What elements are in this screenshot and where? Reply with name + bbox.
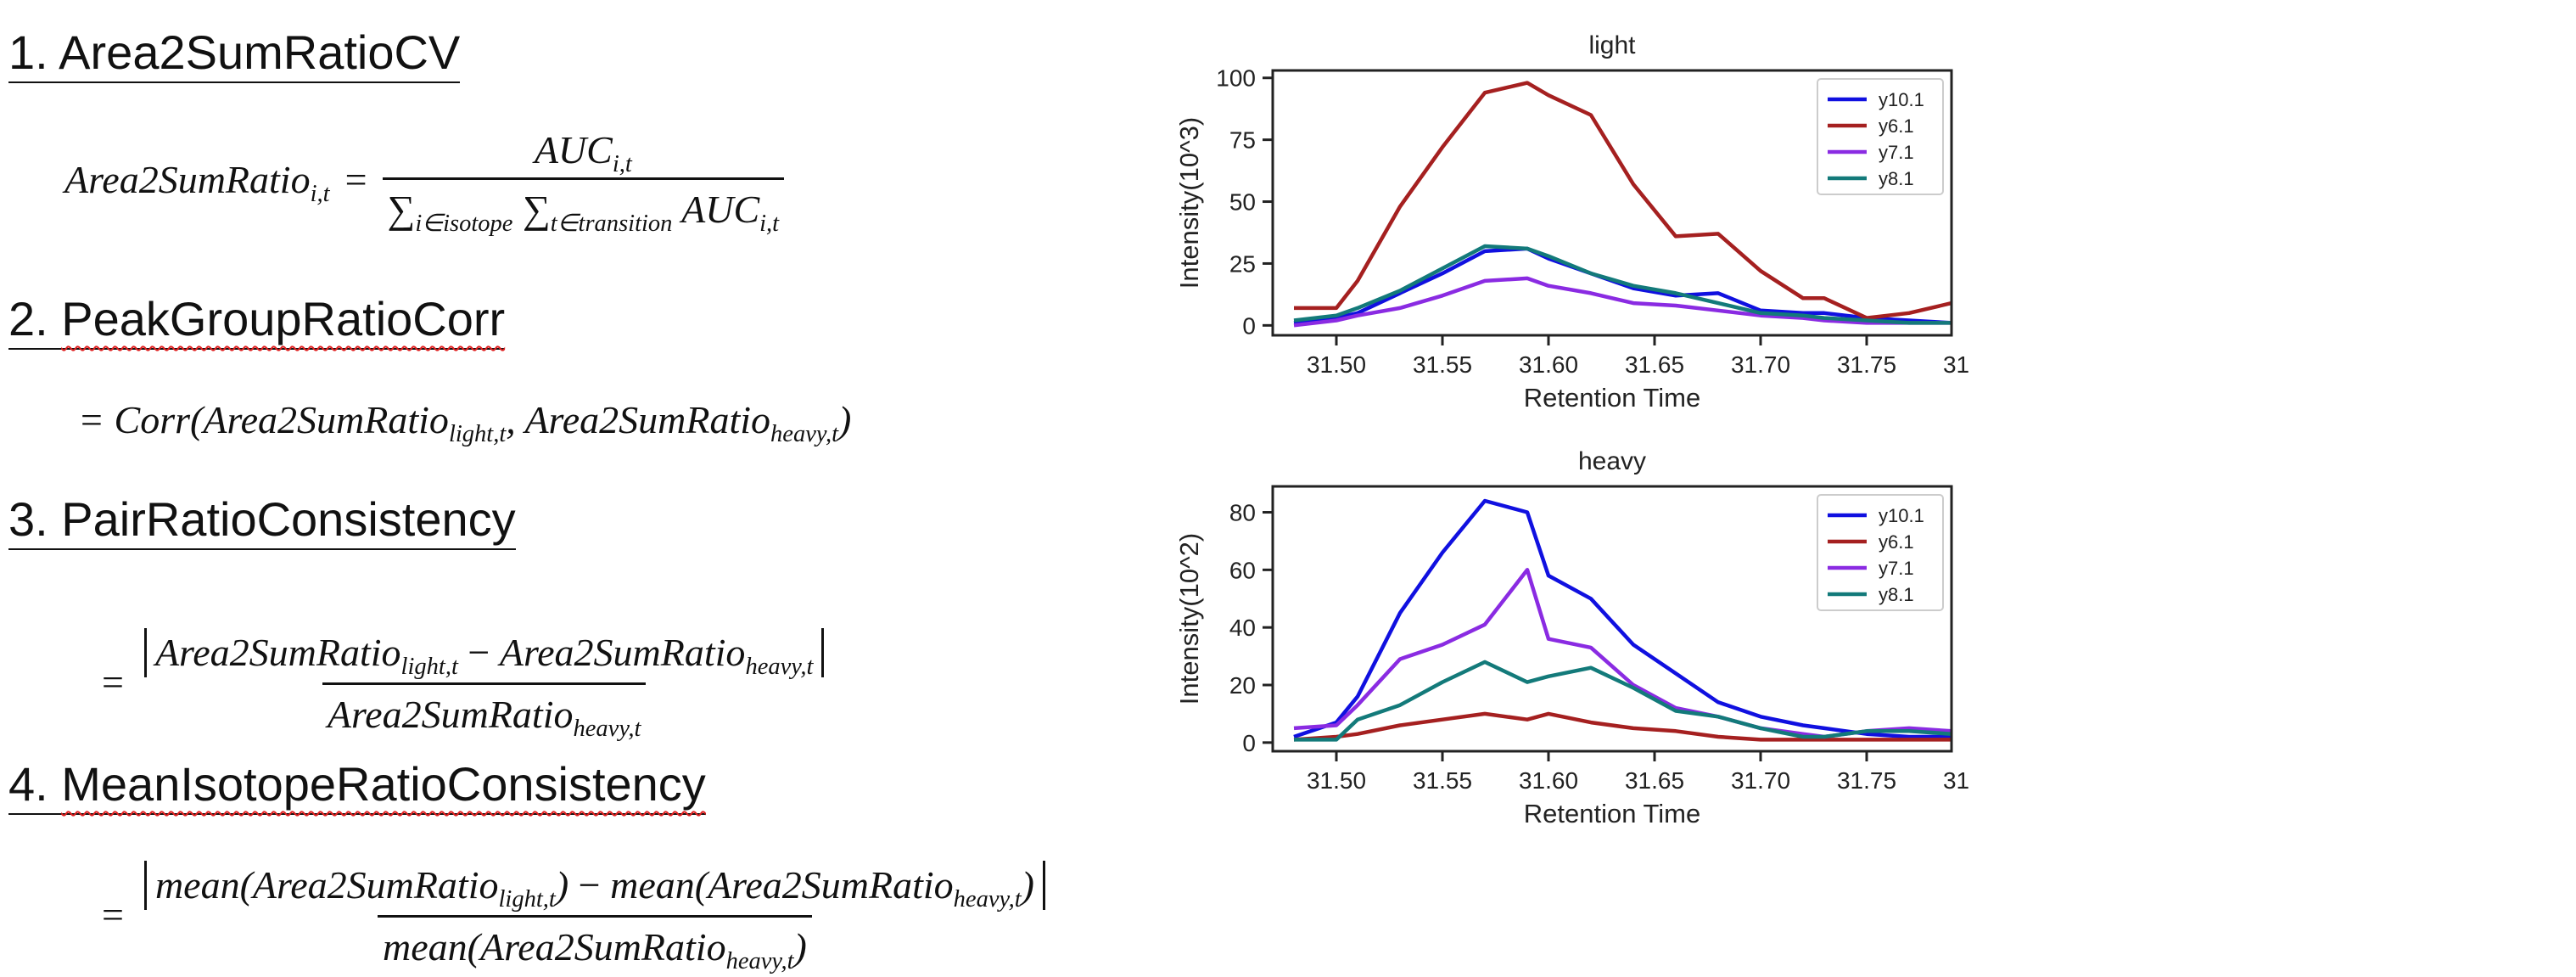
fraction-denominator: Area2SumRatioheavy,t: [322, 682, 647, 740]
y-tick-label: 20: [1229, 672, 1256, 699]
x-tick-label: 31.75: [1837, 351, 1896, 378]
x-tick-label: 31.80: [1943, 767, 1968, 794]
x-tick-label: 31.70: [1731, 351, 1790, 378]
y-tick-label: 0: [1242, 730, 1256, 756]
chart-title: heavy: [1578, 447, 1646, 475]
x-tick-label: 31.65: [1625, 351, 1684, 378]
metric-name: Area2SumRatioCV: [59, 25, 461, 79]
metric-number: 1.: [8, 25, 48, 79]
metric-name: PeakGroupRatioCorr: [61, 292, 506, 345]
x-axis-label: Retention Time: [1524, 799, 1701, 828]
chart-heavy: heavy 31.50 31.55 31.60 31.65 31.70 31.75 31.80…: [1174, 447, 1968, 828]
series-line-y7-1: [1293, 276, 1952, 328]
y-tick-label: 40: [1229, 615, 1256, 641]
metric-heading-3: 3. PairRatioConsistency: [8, 496, 516, 550]
fraction-denominator: ∑i∈isotope ∑t∈transition AUCi,t: [382, 177, 785, 236]
y-tick-label: 50: [1229, 189, 1256, 216]
series-line-y8-1: [1293, 244, 1952, 325]
fraction-numerator: mean(Area2SumRatiolight,t) − mean(Area2S…: [139, 861, 1050, 915]
metric-number: 2.: [8, 292, 48, 345]
x-axis-label: Retention Time: [1524, 383, 1701, 413]
series-line-y8-1: [1294, 660, 1952, 742]
metric-heading-4: 4. MeanIsotopeRatioConsistency: [8, 761, 706, 815]
legend-label-y8-1: y8.1: [1879, 584, 1914, 605]
formula-correlation: = Corr(Area2SumRatiolight,t, Area2SumRat…: [78, 398, 852, 447]
metric-heading-2: 2. PeakGroupRatioCorr: [8, 292, 506, 350]
legend-label-y6-1: y6.1: [1879, 115, 1914, 137]
metric-heading-1: 1. Area2SumRatioCV: [8, 29, 461, 83]
y-tick-label: 100: [1216, 65, 1256, 92]
legend-box: [1817, 494, 1944, 611]
metric-number: 4.: [8, 757, 48, 811]
x-tick-label: 31.70: [1731, 767, 1790, 794]
y-tick-label: 75: [1229, 127, 1256, 154]
x-tick-label: 31.65: [1625, 767, 1684, 794]
series-line-y6-1: [1293, 711, 1952, 742]
fraction-denominator: mean(Area2SumRatioheavy,t): [378, 914, 812, 973]
legend-label-y10-1: y10.1: [1879, 505, 1924, 526]
equals-sign: =: [102, 660, 124, 705]
legend-label-y8-1: y8.1: [1879, 168, 1914, 189]
legend-label-y7-1: y7.1: [1879, 142, 1914, 163]
y-tick-label: 25: [1229, 250, 1256, 277]
y-axis-label: Intensity(10^3): [1174, 117, 1204, 289]
fraction-numerator: Area2SumRatiolight,t − Area2SumRatioheav…: [139, 628, 829, 682]
fraction: Area2SumRatiolight,t − Area2SumRatioheav…: [139, 628, 829, 740]
y-axis-label: Intensity(10^2): [1174, 533, 1204, 705]
y-tick-label: 80: [1229, 500, 1256, 526]
metric-name: MeanIsotopeRatioConsistency: [61, 757, 706, 811]
series-line-y6-1: [1294, 81, 1952, 320]
legend-label-y6-1: y6.1: [1879, 531, 1914, 553]
formula-lhs: Area2SumRatioi,t: [64, 158, 330, 207]
legend-box: [1817, 78, 1944, 195]
fraction: mean(Area2SumRatiolight,t) − mean(Area2S…: [139, 861, 1050, 973]
y-tick-label: 60: [1229, 557, 1256, 583]
formula-pair-ratio: = Area2SumRatiolight,t − Area2SumRatiohe…: [102, 628, 829, 740]
chart-title: light: [1588, 31, 1636, 59]
formula-area2sumratio: Area2SumRatioi,t = AUCi,t ∑i∈isotope ∑t∈…: [64, 127, 785, 236]
fraction: AUCi,t ∑i∈isotope ∑t∈transition AUCi,t: [382, 127, 785, 236]
formula-mean-isotope-ratio: = mean(Area2SumRatiolight,t) − mean(Area…: [102, 861, 1050, 973]
equals-sign: =: [102, 893, 124, 937]
chart-light: light 31.50 31.55 31.60 31.65 31.70 31.75 31.80…: [1174, 31, 1968, 413]
x-tick-label: 31.50: [1307, 767, 1366, 794]
x-tick-label: 31.55: [1413, 351, 1472, 378]
series-line-y10-1: [1293, 498, 1952, 739]
equals-sign: =: [344, 158, 367, 201]
x-tick-label: 31.60: [1519, 767, 1578, 794]
metric-number: 3.: [8, 492, 48, 546]
plot-frame: [1271, 485, 1953, 753]
y-tick-label: 0: [1242, 312, 1256, 339]
legend-label-y10-1: y10.1: [1879, 89, 1924, 110]
x-tick-label: 31.60: [1519, 351, 1578, 378]
x-tick-label: 31.75: [1837, 767, 1896, 794]
legend-label-y7-1: y7.1: [1879, 558, 1914, 579]
x-tick-label: 31.50: [1307, 351, 1366, 378]
x-tick-label: 31.80: [1943, 351, 1968, 378]
fraction-numerator: AUCi,t: [534, 128, 632, 177]
x-tick-label: 31.55: [1413, 767, 1472, 794]
metric-name: PairRatioConsistency: [61, 492, 516, 546]
